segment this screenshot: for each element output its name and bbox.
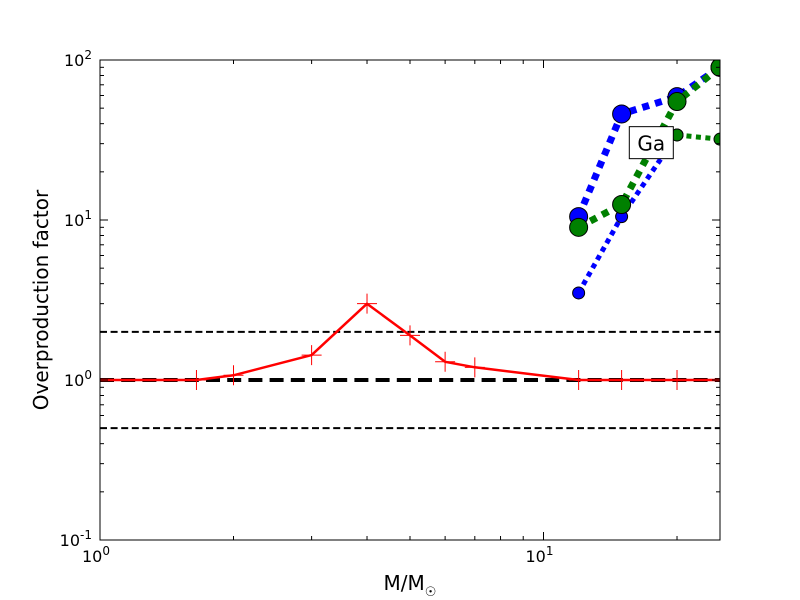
- data-point: [301, 345, 322, 366]
- data-point: [710, 60, 720, 77]
- data-point: [612, 104, 632, 124]
- y-tick-base: 10: [64, 211, 84, 230]
- y-tick-label: 101: [64, 208, 92, 230]
- x-tick-label: 101: [526, 544, 554, 566]
- data-point: [568, 370, 589, 390]
- x-axis-title: M/M☉: [384, 571, 437, 600]
- data-point: [357, 293, 378, 314]
- y-tick-base: 10: [60, 531, 80, 550]
- x-tick-label: 100: [82, 544, 110, 566]
- y-tick-label: 100: [64, 368, 92, 390]
- data-point: [435, 351, 456, 372]
- data-point: [713, 132, 720, 146]
- x-axis-title-subscript: ☉: [425, 585, 437, 600]
- annotation-label: Ga: [637, 132, 665, 156]
- series-line: [575, 64, 720, 218]
- data-point: [223, 365, 244, 386]
- data-point: [667, 92, 687, 112]
- y-tick-exponent: -1: [80, 528, 92, 542]
- y-tick-exponent: 0: [84, 368, 92, 382]
- series-line: [676, 132, 720, 142]
- data-point: [186, 370, 207, 390]
- data-point: [611, 370, 632, 390]
- annotation-layer: Ga: [628, 126, 674, 160]
- data-point: [667, 370, 688, 390]
- y-tick-label: 102: [64, 48, 92, 70]
- plot-background: [100, 60, 720, 540]
- annotation: Ga: [628, 126, 674, 160]
- x-tick-base: 10: [82, 547, 102, 566]
- data-point: [400, 325, 420, 346]
- y-tick-label: 10-1: [60, 528, 92, 550]
- x-tick-base: 10: [526, 547, 546, 566]
- x-tick-exponent: 1: [546, 544, 554, 558]
- y-tick-base: 10: [64, 371, 84, 390]
- data-point: [612, 194, 632, 214]
- series-4: [670, 128, 720, 146]
- y-tick-exponent: 2: [84, 48, 92, 62]
- annotation-box: [628, 126, 674, 160]
- data-point: [464, 357, 485, 378]
- x-tick-exponent: 0: [102, 544, 110, 558]
- y-tick-base: 10: [64, 51, 84, 70]
- y-tick-exponent: 1: [84, 208, 92, 222]
- y-axis-title: Overproduction factor: [29, 189, 53, 410]
- data-point: [569, 217, 589, 237]
- data-point: [572, 286, 586, 300]
